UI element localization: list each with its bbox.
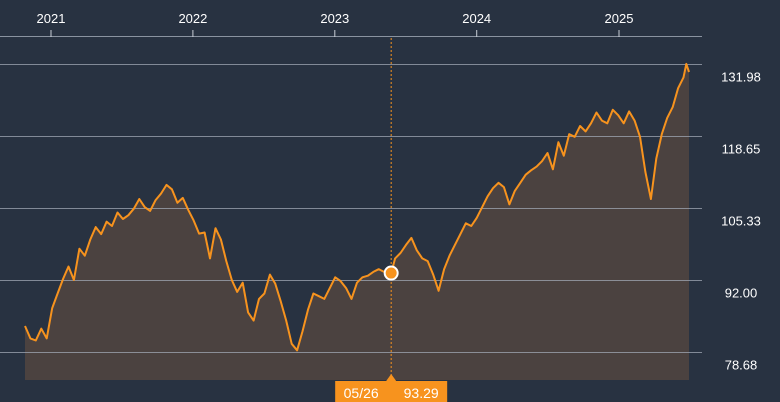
- price-line: [24, 62, 690, 352]
- y-tick-label: 105.33: [721, 214, 761, 229]
- crosshair: [383, 38, 399, 380]
- y-gridlines: [0, 64, 780, 353]
- area-fill: [25, 63, 689, 381]
- crosshair-label-pointer: [386, 374, 397, 381]
- crosshair-value-label: 93.29: [404, 385, 439, 401]
- crosshair-date-label: 05/26: [344, 385, 379, 401]
- x-axis-top: 2021 2022 2023 2024 2025: [0, 0, 780, 37]
- x-tick-label: 2023: [320, 11, 349, 26]
- x-tick-label: 2022: [178, 11, 207, 26]
- x-tick-label: 2021: [37, 11, 66, 26]
- y-tick-label: 78.68: [725, 358, 758, 373]
- x-tick-label: 2025: [605, 11, 634, 26]
- series-line: [24, 62, 690, 352]
- y-tick-label: 131.98: [721, 70, 761, 85]
- price-area: [25, 63, 689, 381]
- y-axis-band: [702, 38, 780, 380]
- crosshair-labels: 05/26 93.29: [0, 374, 780, 402]
- crosshair-point[interactable]: [383, 265, 399, 281]
- crosshair-label-box: [335, 381, 448, 402]
- y-tick-label: 92.00: [725, 286, 758, 301]
- y-axis-right: 131.98 118.65 105.33 92.00 78.68: [702, 38, 780, 380]
- x-tick-label: 2024: [462, 11, 491, 26]
- x-axis-band: [0, 0, 780, 36]
- y-tick-label: 118.65: [722, 142, 761, 157]
